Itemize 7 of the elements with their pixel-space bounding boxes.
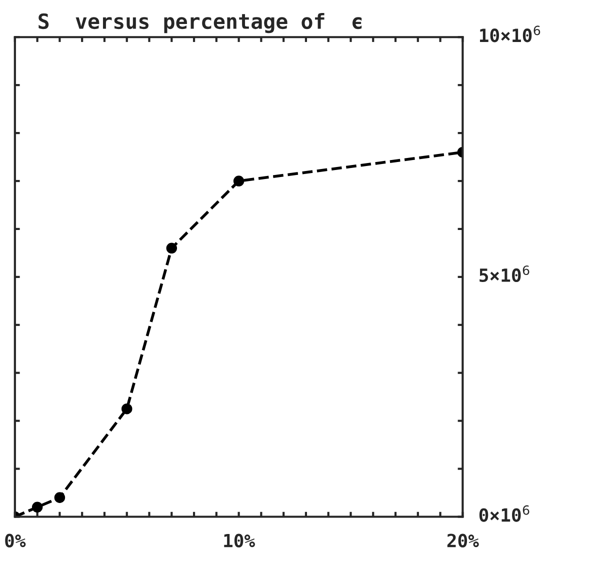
y-tick-label: 5×10$^{6}$	[480, 265, 530, 282]
y-tick-label: 10×10$^{6}$	[480, 26, 540, 42]
x-tick-label: 0%	[5, 534, 26, 548]
x-tick-label: 20%	[447, 534, 479, 548]
x-tick-label: 10%	[224, 534, 255, 548]
y-tick-label: 0×10$^{6}$	[479, 505, 530, 522]
chart-title: S versus percentage of ϵ	[38, 12, 362, 34]
